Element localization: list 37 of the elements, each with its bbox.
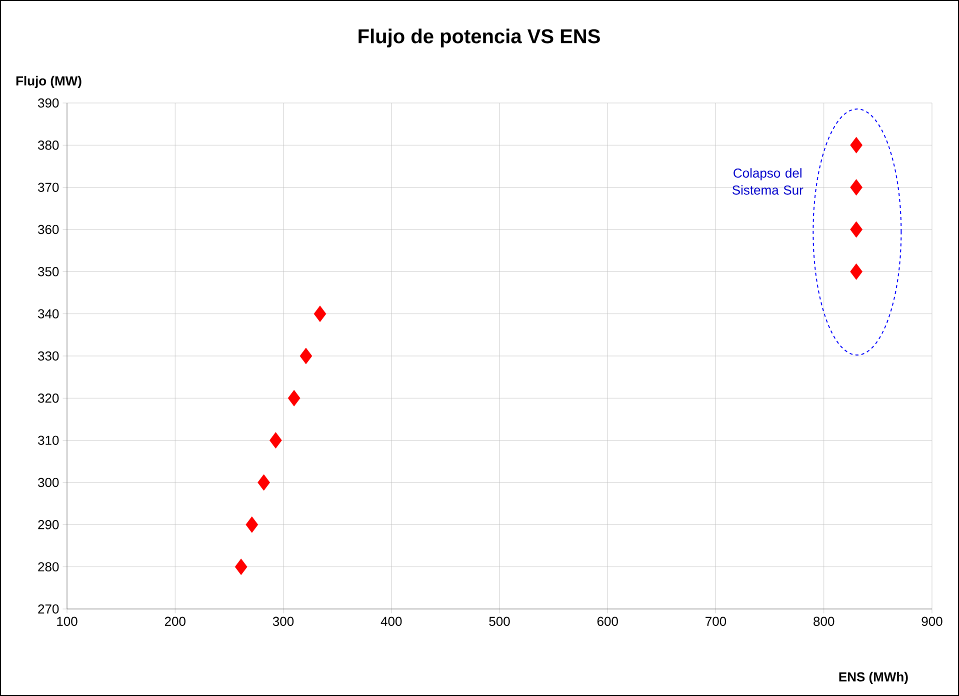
point — [850, 263, 863, 280]
x-axis-title: ENS (MWh) — [839, 672, 908, 684]
x-tick-label: 600 — [597, 616, 618, 626]
x-tick-label: 900 — [922, 616, 942, 626]
y-tick-label: 370 — [38, 182, 59, 192]
point — [850, 179, 863, 196]
point — [850, 221, 863, 238]
y-tick-label: 340 — [38, 309, 59, 318]
x-tick-label: 500 — [489, 616, 510, 626]
chart-title: Flujo de potencia VS ENS — [358, 28, 600, 48]
point — [246, 516, 258, 533]
y-tick-label: 290 — [38, 520, 59, 530]
x-tick-label: 100 — [57, 616, 78, 626]
y-tick-label: 350 — [38, 267, 59, 276]
point — [314, 306, 326, 322]
x-tick-label: 400 — [380, 616, 402, 626]
point — [300, 348, 312, 364]
y-tick-label: 270 — [38, 604, 59, 614]
y-tick-label: 280 — [38, 562, 59, 572]
y-tick-label: 330 — [38, 351, 59, 361]
y-tick-label: 320 — [38, 394, 59, 403]
annotation: Colapso del Sistema Sur — [732, 168, 804, 195]
x-tick-label: 200 — [164, 616, 186, 626]
y-tick-label: 360 — [38, 224, 59, 234]
y-axis-title: Flujo (MW) — [16, 76, 82, 88]
x-tick-label: 800 — [814, 616, 834, 626]
x-tick-label: 300 — [272, 616, 294, 626]
point — [234, 558, 248, 576]
y-tick-label: 310 — [38, 436, 59, 445]
point — [258, 474, 270, 491]
x-tick-label: 700 — [706, 616, 726, 626]
y-tick-label: 390 — [38, 98, 59, 108]
point — [288, 390, 300, 406]
point — [850, 136, 863, 154]
y-tick-label: 300 — [38, 478, 59, 488]
point — [269, 432, 282, 449]
y-tick-label: 380 — [38, 140, 59, 150]
